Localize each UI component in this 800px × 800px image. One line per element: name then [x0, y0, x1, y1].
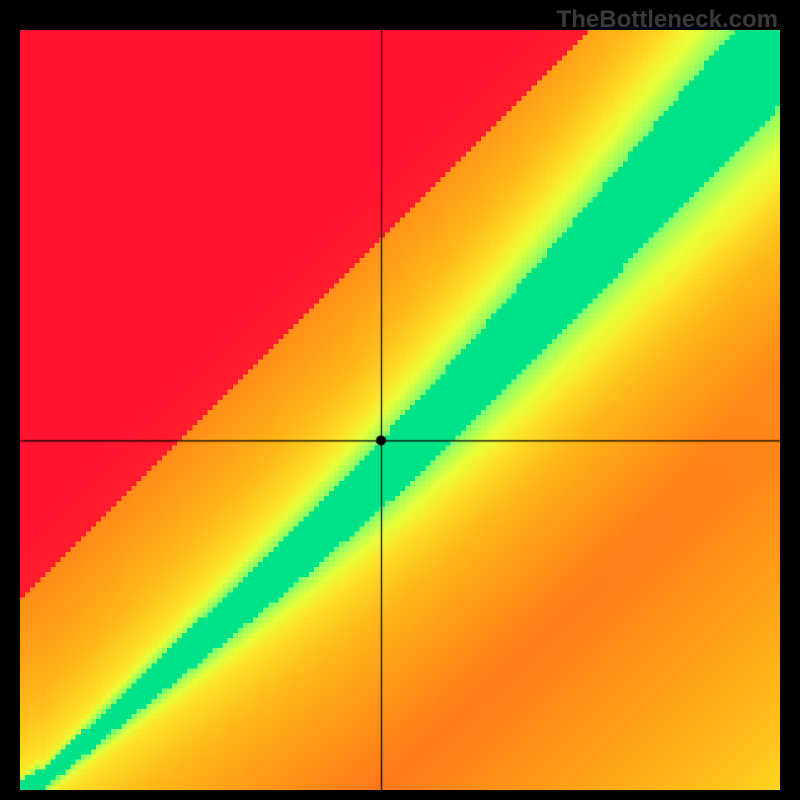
- chart-container: TheBottleneck.com: [0, 0, 800, 800]
- watermark-text: TheBottleneck.com: [557, 6, 778, 34]
- bottleneck-heatmap: [20, 30, 780, 790]
